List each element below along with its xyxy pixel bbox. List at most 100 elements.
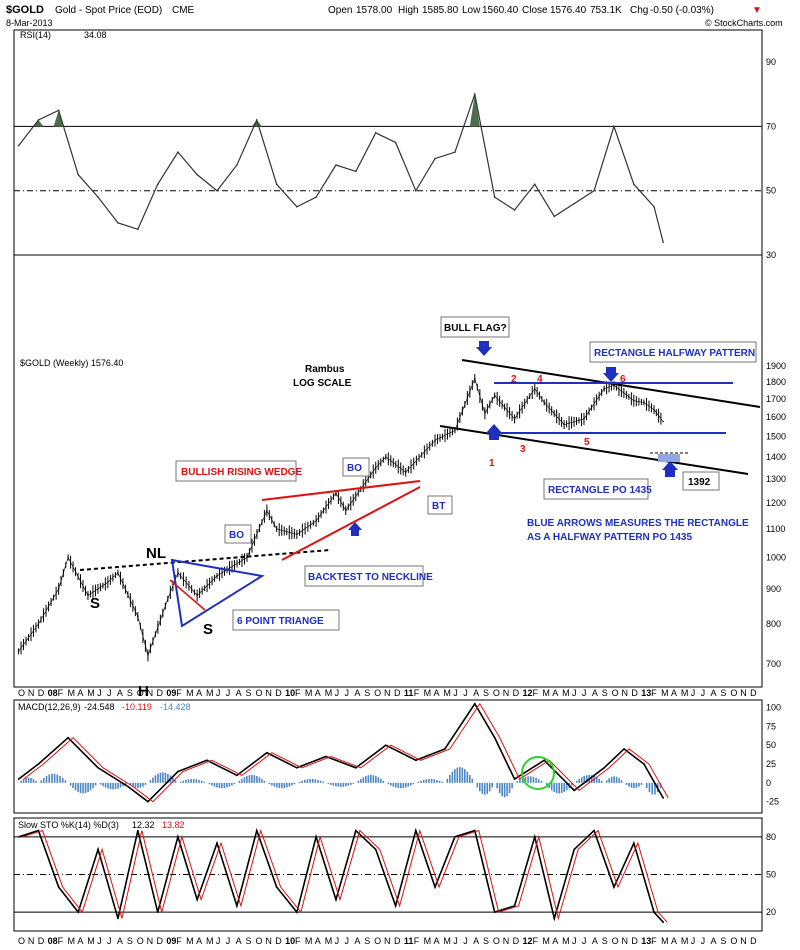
- sto-point: [613, 886, 615, 888]
- x-axis-label: S: [483, 688, 489, 698]
- x-axis-label: 12: [523, 936, 533, 946]
- rsi-point: [156, 183, 159, 186]
- triangle-label: 6 POINT TRIANGE: [237, 616, 324, 627]
- price-point: [474, 377, 476, 380]
- macd-ytick: 0: [766, 778, 771, 788]
- sto-value2: 13.82: [162, 820, 185, 830]
- bo1-box: [224, 524, 252, 544]
- macd-point: [444, 748, 446, 750]
- macd-value1: -24.548: [84, 702, 115, 712]
- price-ytick: 1200: [766, 498, 786, 508]
- chg-down-arrow-icon: ▼: [752, 5, 762, 16]
- price-ytick: 1900: [766, 361, 786, 371]
- sto-point: [177, 836, 179, 838]
- macd-point: [623, 748, 625, 750]
- price-point: [583, 418, 585, 420]
- sto-point: [137, 829, 139, 832]
- rsi-point: [493, 196, 496, 198]
- rsi-point: [593, 189, 595, 192]
- x-axis-label: A: [196, 936, 202, 946]
- sto-point: [415, 829, 417, 832]
- x-axis-label: S: [602, 936, 608, 946]
- price-point: [246, 556, 248, 559]
- x-axis-label: 10: [285, 936, 295, 946]
- x-axis-label: D: [750, 688, 757, 698]
- note-line2: AS A HALFWAY PATTERN PO 1435: [527, 532, 692, 543]
- x-axis-label: A: [552, 688, 558, 698]
- x-axis-label: 09: [166, 936, 176, 946]
- price-ytick: 1500: [766, 431, 786, 441]
- chg-value: -0.50 (-0.03%): [650, 5, 714, 16]
- rsi-value: 34.08: [84, 30, 107, 40]
- x-axis-label: 08: [48, 936, 58, 946]
- macd-point: [513, 778, 516, 780]
- sto-point: [434, 886, 436, 888]
- price-point: [37, 623, 40, 625]
- x-axis-label: O: [730, 936, 737, 946]
- price-point: [543, 401, 545, 404]
- rsi-point: [216, 189, 218, 192]
- point-5-label: 5: [584, 437, 590, 448]
- x-axis-label: J: [107, 936, 112, 946]
- x-axis-label: 11: [404, 688, 414, 698]
- sto-point: [513, 905, 516, 907]
- x-axis-label: A: [354, 688, 360, 698]
- x-axis-label: A: [711, 688, 717, 698]
- x-axis-label: S: [246, 936, 252, 946]
- price-point: [434, 439, 436, 442]
- x-axis-label: F: [58, 936, 64, 946]
- price-point: [137, 615, 139, 618]
- price-point: [385, 456, 387, 458]
- rect-halfway-box: [589, 341, 757, 363]
- s-right-label: S: [203, 621, 213, 638]
- rsi-point: [533, 183, 536, 186]
- x-axis-label: O: [255, 688, 262, 698]
- macd-chart: 100 75 50 25 0 -25: [17, 702, 781, 807]
- rsi-point: [17, 144, 20, 147]
- x-axis-label: F: [295, 936, 301, 946]
- sto-point: [593, 829, 595, 832]
- macd-value3: -14.428: [160, 702, 191, 712]
- x-axis-label: A: [354, 936, 360, 946]
- macd-point: [97, 767, 99, 769]
- rsi-point: [77, 173, 79, 176]
- rsi-point: [633, 183, 635, 186]
- macd-point: [643, 763, 645, 765]
- macd-value2: -10.119: [122, 702, 152, 712]
- x-axis-label: J: [335, 688, 340, 698]
- x-axis-label: D: [275, 688, 282, 698]
- sto-point: [474, 829, 476, 832]
- backtest-box: [304, 565, 424, 587]
- price-ytick: 1800: [766, 377, 786, 387]
- macd-ytick: 75: [766, 721, 776, 731]
- rsi-point: [177, 151, 179, 153]
- po-value-box: [682, 471, 720, 491]
- x-axis-label: O: [18, 688, 25, 698]
- x-axis-label: M: [325, 936, 333, 946]
- sto-point: [653, 911, 655, 913]
- x-axis-label: D: [157, 936, 164, 946]
- price-point: [216, 575, 218, 577]
- rsi-panel: [13, 29, 763, 256]
- bo1-label: BO: [229, 530, 244, 541]
- price-ytick: 900: [766, 584, 781, 594]
- rsi-point: [434, 157, 436, 160]
- rsi-point: [57, 109, 60, 112]
- x-axis-label: N: [265, 936, 272, 946]
- price-point: [405, 471, 407, 473]
- x-axis-label: S: [127, 688, 133, 698]
- price-point: [375, 467, 377, 469]
- rsi-ytick: 30: [766, 250, 776, 260]
- x-axis-label: N: [147, 936, 154, 946]
- x-axis-label: O: [493, 688, 500, 698]
- x-axis-label: A: [77, 688, 83, 698]
- price-point: [177, 572, 179, 574]
- x-axis-label: O: [374, 936, 381, 946]
- arrow-up-icon-po: [662, 461, 678, 477]
- x-axis-label: F: [414, 688, 420, 698]
- bullish-wedge-label: BULLISH RISING WEDGE: [181, 467, 302, 478]
- x-axis-label: F: [651, 936, 657, 946]
- x-axis-label: D: [394, 936, 401, 946]
- rsi-point: [335, 164, 337, 166]
- triangle-red-line: [169, 579, 206, 611]
